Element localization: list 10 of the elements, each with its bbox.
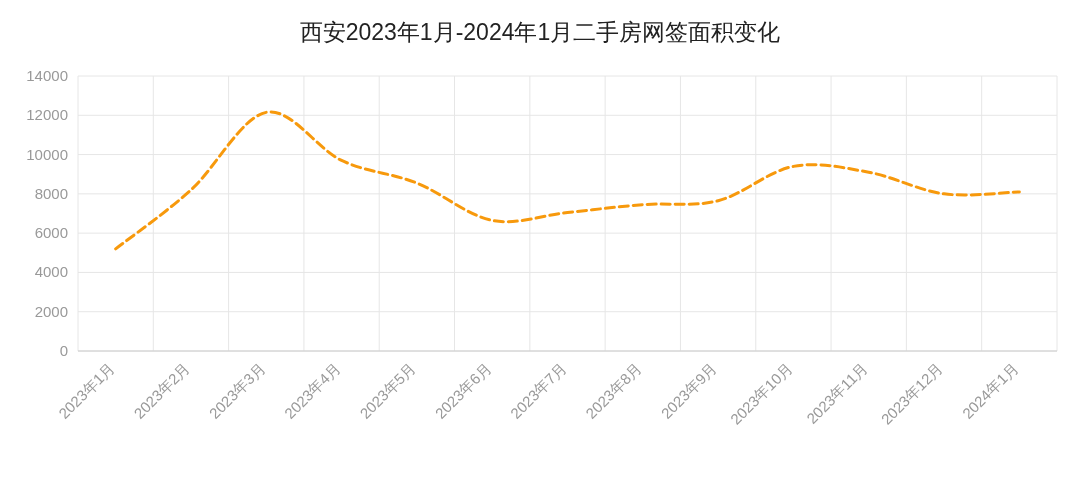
y-tick-label: 4000 [34, 263, 68, 281]
y-tick-label: 2000 [34, 302, 68, 320]
y-tick-label: 6000 [34, 224, 68, 242]
y-tick-label: 10000 [26, 145, 68, 163]
chart-title: 西安2023年1月-2024年1月二手房网签面积变化 [299, 19, 781, 45]
line-series [114, 110, 1021, 251]
y-tick-label: 8000 [34, 184, 68, 202]
y-tick-label: 0 [59, 342, 68, 359]
y-tick-label: 12000 [26, 106, 68, 124]
y-tick-label: 14000 [26, 67, 68, 84]
